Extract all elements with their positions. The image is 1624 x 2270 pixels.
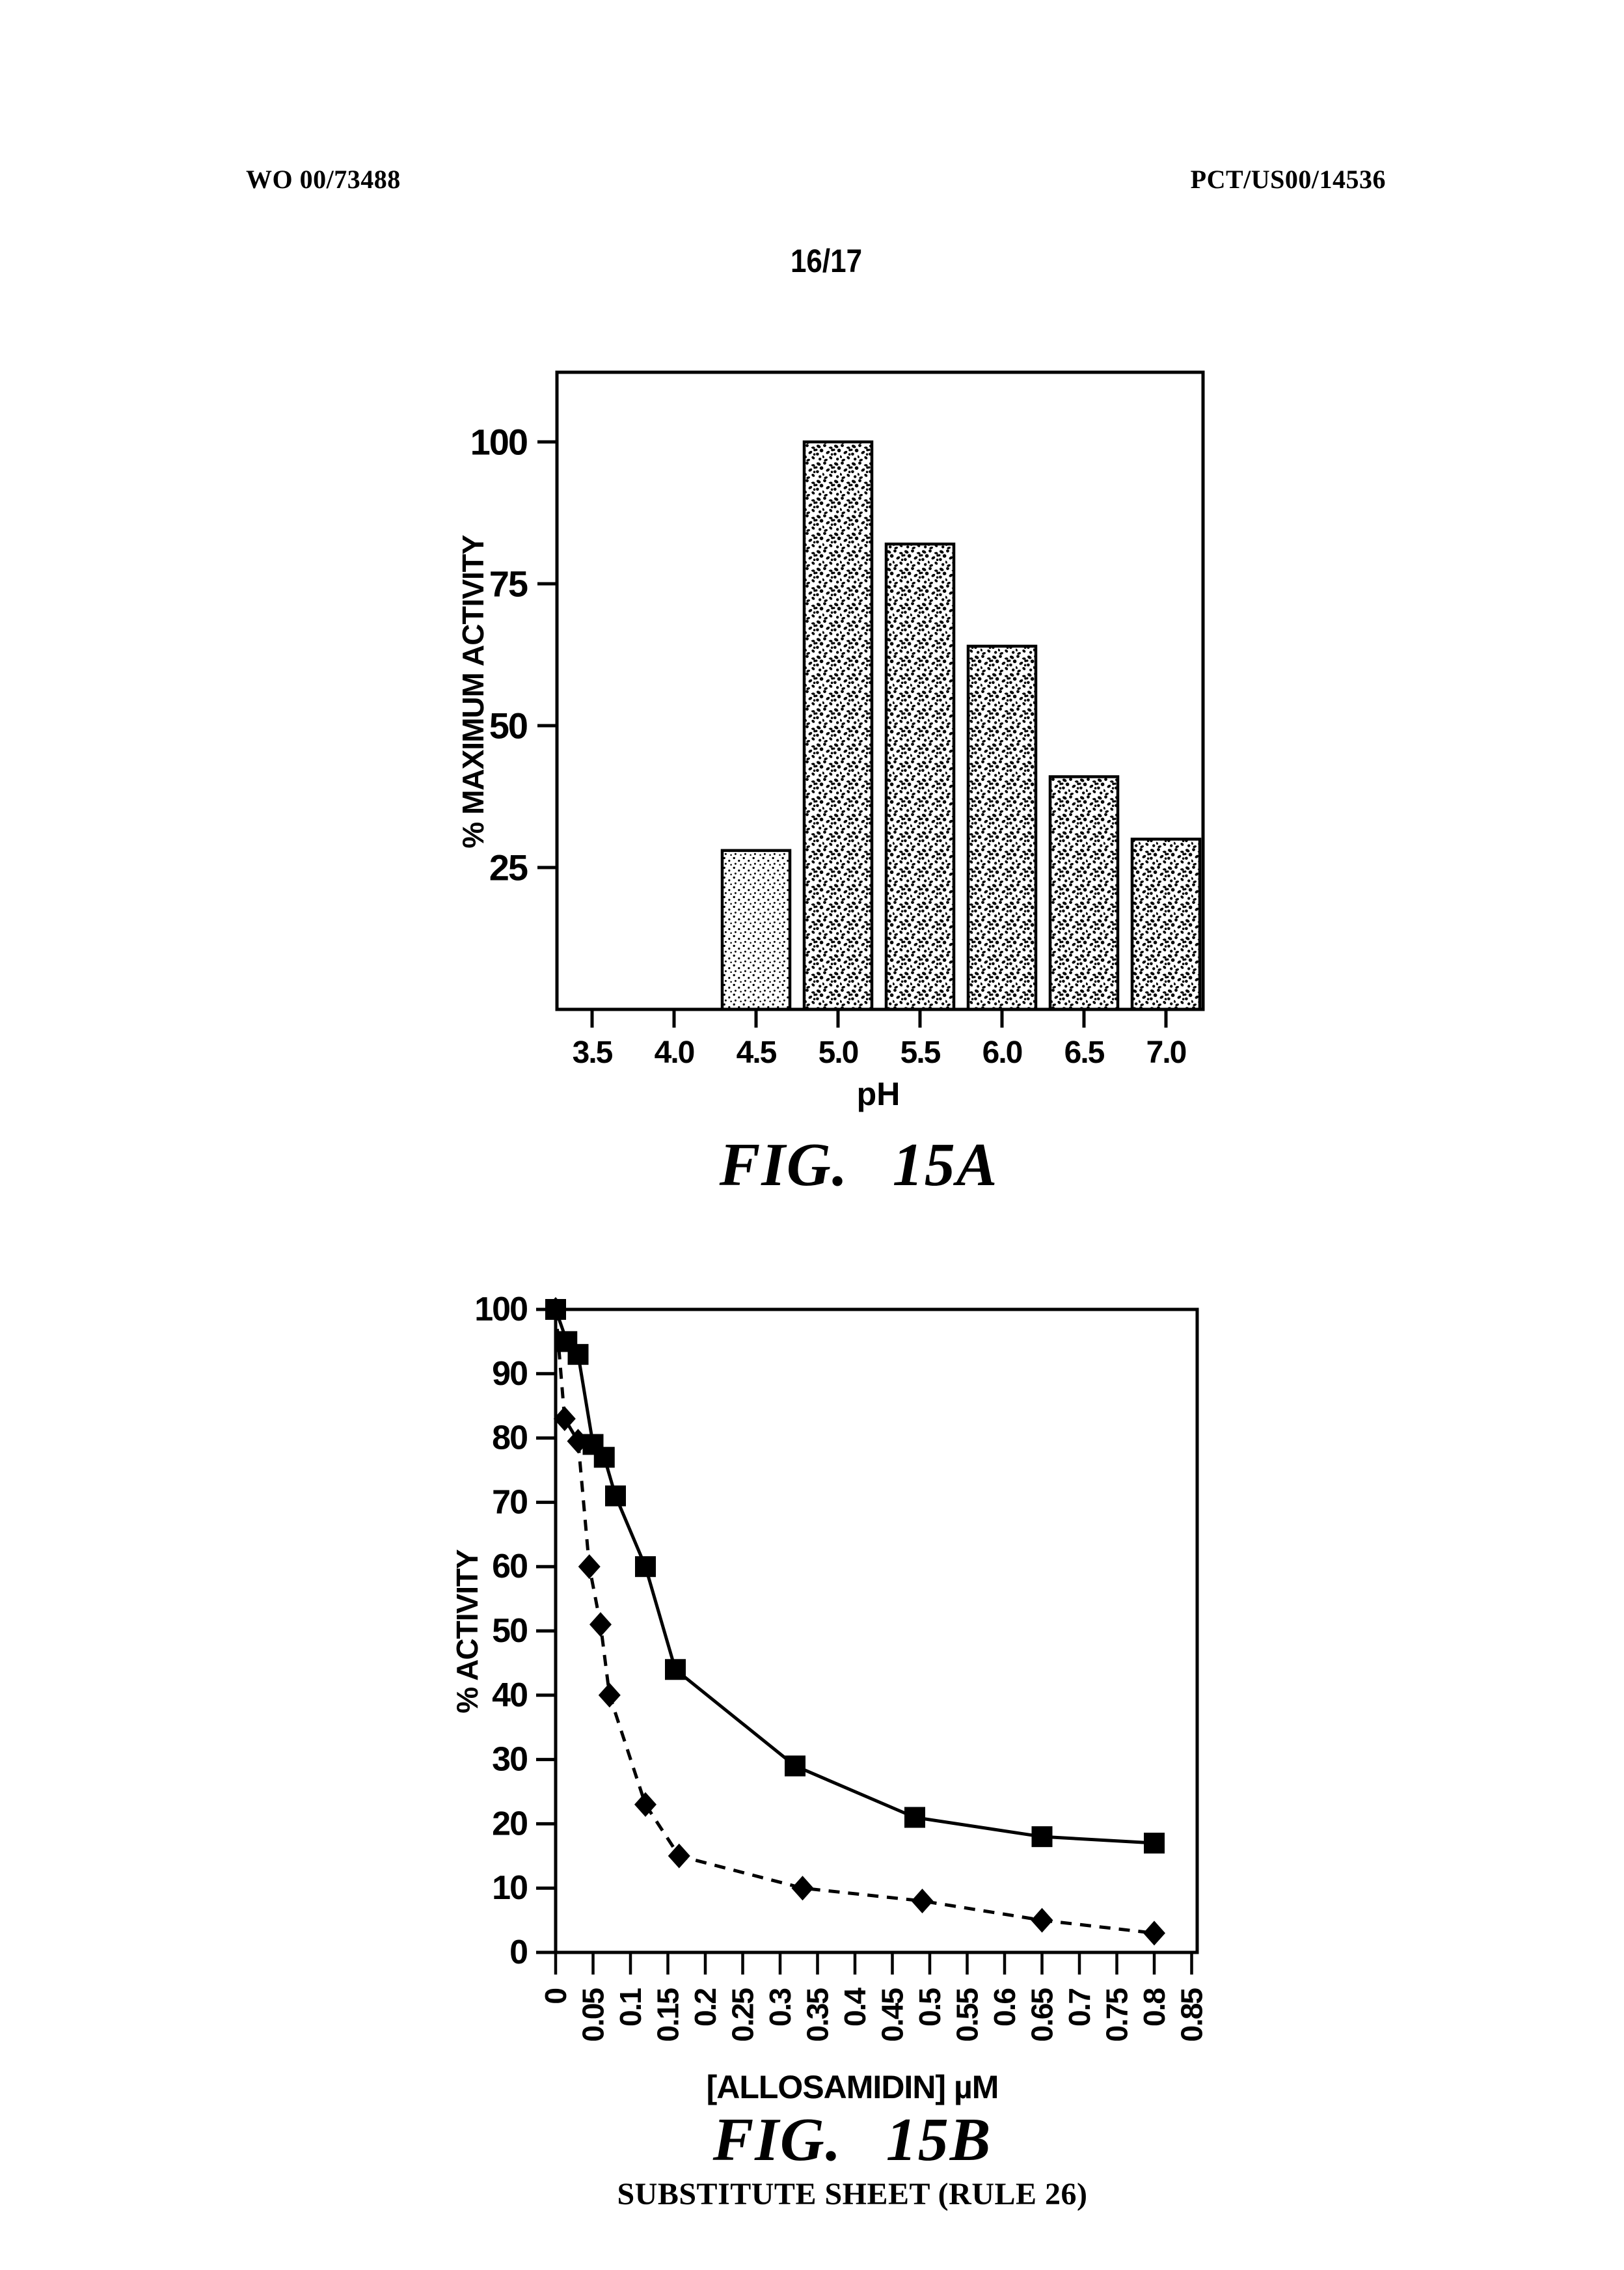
fig15b-x-axis-title: [ALLOSAMIDIN] µM: [706, 2069, 999, 2105]
x-tick-label: 0.6: [988, 1989, 1022, 2027]
ph-vs-maximum-activity-bar-chart: 25 50 75 100 3.5 4.0 4.5 5.0 5.5 6.0 6.5 7.0: [470, 370, 1205, 1070]
x-tick-label: 0.05: [576, 1988, 610, 2042]
y-tick-label: 60: [492, 1548, 527, 1585]
x-tick-label: 0.5: [913, 1988, 947, 2027]
x-tick-label: 0.1: [614, 1988, 647, 2027]
x-tick-label: 0.45: [876, 1988, 910, 2042]
diamond-marker: [553, 1406, 576, 1431]
square-marker: [904, 1807, 925, 1828]
y-tick-label: 90: [492, 1355, 527, 1393]
publication-number: WO 00/73488: [246, 165, 401, 194]
x-tick-label: 0.2: [688, 1989, 722, 2027]
series-filled-squares-solid-line: [545, 1299, 1165, 1854]
y-tick-label: 100: [470, 422, 527, 463]
x-tick-label: 5.5: [900, 1035, 941, 1070]
bar-ph-4.5: [720, 849, 792, 1011]
diamond-marker: [567, 1429, 589, 1454]
y-tick-label: 75: [489, 564, 528, 605]
x-tick-label: 0.15: [651, 1988, 685, 2042]
y-tick-label: 100: [474, 1291, 527, 1328]
diamond-marker: [911, 1888, 934, 1913]
diamond-marker: [589, 1612, 612, 1637]
y-tick-label: 20: [492, 1805, 527, 1842]
square-marker: [1031, 1826, 1053, 1848]
square-marker: [567, 1344, 589, 1365]
y-axis-ticks: 25 50 75 100: [470, 422, 557, 888]
x-tick-label: 6.0: [982, 1035, 1022, 1070]
bar-ph-6.0: [966, 644, 1038, 1011]
square-marker: [605, 1485, 626, 1507]
x-tick-label: 7.0: [1146, 1035, 1186, 1070]
x-tick-label: 0.55: [951, 1988, 984, 2042]
x-tick-label: 4.5: [737, 1035, 777, 1070]
series-filled-diamonds-dashed-line: [545, 1297, 1165, 1946]
x-tick-label: 0.35: [801, 1988, 835, 2042]
diamond-marker: [1143, 1921, 1165, 1946]
y-tick-label: 50: [489, 705, 527, 746]
x-axis-ticks: 3.5 4.0 4.5 5.0 5.5 6.0 6.5 7.0: [573, 1009, 1187, 1070]
y-tick-label: 0: [509, 1934, 527, 1971]
y-tick-label: 80: [492, 1419, 527, 1457]
sheet-number: 16/17: [790, 243, 863, 279]
bar-ph-6.5: [1048, 775, 1120, 1011]
square-marker: [593, 1447, 615, 1468]
x-tick-label: 0.75: [1100, 1988, 1134, 2042]
square-marker: [1144, 1833, 1165, 1854]
x-tick-label: 5.0: [819, 1035, 858, 1070]
x-tick-label: 0.7: [1062, 1989, 1096, 2027]
x-tick-label: 0.25: [726, 1988, 760, 2042]
x-tick-label: 0.85: [1175, 1988, 1209, 2042]
substitute-sheet-note: SUBSTITUTE SHEET (RULE 26): [617, 2177, 1088, 2211]
x-axis-ticks: 0 0.05 0.1 0.15 0.2 0.25 0.3 0.35 0.4 0.45 0.5 0.55…: [539, 1952, 1209, 2042]
series-line: [554, 1309, 1155, 1935]
diamond-marker: [791, 1876, 814, 1901]
diamond-marker: [1031, 1908, 1053, 1933]
fig15a-caption: FIG. 15A: [719, 1131, 999, 1199]
x-tick-label: 3.5: [573, 1035, 613, 1070]
square-marker: [665, 1659, 686, 1680]
bar-ph-5.0: [802, 440, 874, 1011]
fig15a-x-axis-title: pH: [856, 1076, 900, 1112]
y-axis-ticks: 0 10 20 30 40 50 60 70 80 90 100: [474, 1291, 556, 1971]
y-tick-label: 70: [492, 1483, 527, 1521]
bars: [720, 440, 1202, 1011]
y-tick-label: 25: [489, 847, 528, 888]
diamond-marker: [578, 1554, 601, 1579]
y-tick-label: 50: [492, 1612, 527, 1650]
bar-ph-5.5: [884, 542, 956, 1011]
x-tick-label: 6.5: [1064, 1035, 1105, 1070]
diamond-marker: [598, 1682, 621, 1708]
x-tick-label: 0.65: [1025, 1988, 1059, 2042]
y-tick-label: 40: [492, 1676, 527, 1714]
x-tick-label: 0: [539, 1989, 573, 2004]
plot-box: [554, 1307, 1199, 1954]
plot-box: [555, 370, 1205, 1011]
x-tick-label: 0.8: [1137, 1988, 1171, 2027]
diamond-marker: [545, 1297, 567, 1322]
application-number: PCT/US00/14536: [1190, 165, 1386, 194]
y-tick-label: 30: [492, 1741, 527, 1779]
bar-ph-7.0: [1130, 838, 1202, 1011]
y-tick-label: 10: [492, 1869, 527, 1907]
diamond-marker: [634, 1792, 656, 1817]
x-tick-label: 0.4: [838, 1988, 872, 2027]
square-marker: [635, 1556, 656, 1578]
x-tick-label: 0.3: [763, 1989, 797, 2027]
x-tick-label: 4.0: [655, 1035, 694, 1070]
fig15b-caption: FIG. 15B: [712, 2106, 992, 2174]
square-marker: [785, 1755, 805, 1777]
diamond-marker: [668, 1843, 690, 1868]
